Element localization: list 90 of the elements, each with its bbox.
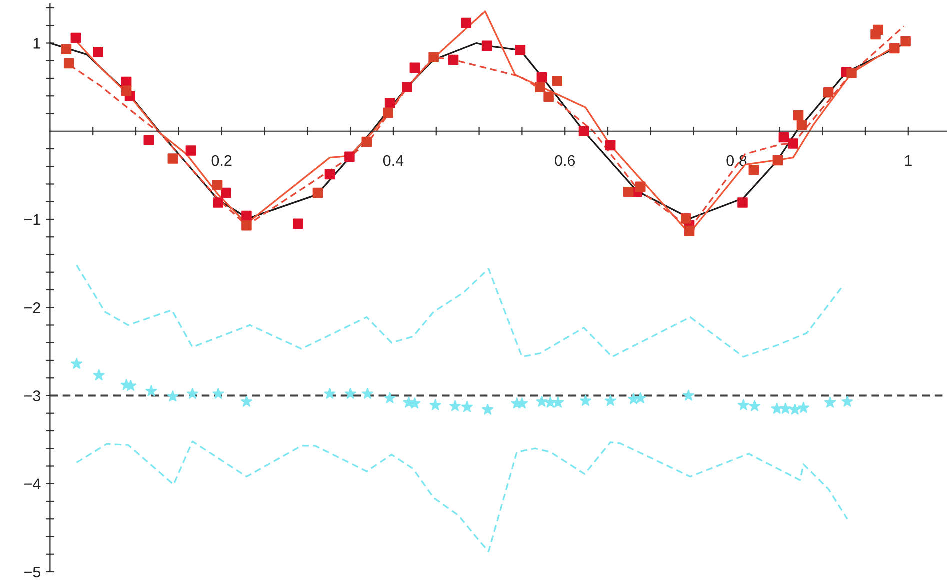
line-series xyxy=(76,440,848,553)
point xyxy=(168,154,178,164)
point xyxy=(144,135,154,146)
point xyxy=(552,396,564,408)
point xyxy=(428,52,439,62)
point xyxy=(93,46,104,58)
point xyxy=(824,396,836,408)
y-tick-label: −4 xyxy=(24,478,41,490)
point xyxy=(450,400,461,412)
y-tick-label: −3 xyxy=(24,390,40,402)
y-tick-label: 1 xyxy=(34,38,40,49)
point xyxy=(890,43,900,54)
point xyxy=(402,82,412,92)
point xyxy=(749,400,761,412)
point xyxy=(384,98,396,108)
point xyxy=(462,401,474,412)
point xyxy=(186,388,198,399)
point xyxy=(242,210,252,222)
point xyxy=(186,146,196,156)
point xyxy=(362,388,374,399)
point xyxy=(788,138,799,149)
point xyxy=(552,76,563,86)
point xyxy=(70,32,82,44)
point xyxy=(900,36,911,47)
point xyxy=(796,120,808,130)
point xyxy=(146,385,158,396)
point xyxy=(634,392,646,404)
point xyxy=(212,180,223,190)
point xyxy=(515,45,526,56)
point xyxy=(578,126,590,136)
point xyxy=(623,187,634,198)
point xyxy=(448,54,459,66)
y-tick-label: −1 xyxy=(24,214,40,226)
point xyxy=(64,58,74,69)
point xyxy=(384,392,396,404)
x-tick-label: 0.2 xyxy=(212,155,232,166)
point xyxy=(324,169,336,180)
point xyxy=(312,188,324,198)
point xyxy=(240,396,252,407)
point xyxy=(846,68,857,78)
point xyxy=(842,396,854,407)
point xyxy=(71,358,83,369)
point xyxy=(482,40,492,52)
point xyxy=(430,399,442,410)
point xyxy=(293,218,304,230)
point xyxy=(344,152,355,162)
point xyxy=(680,213,692,224)
point xyxy=(823,87,834,98)
point xyxy=(344,388,356,399)
point xyxy=(61,44,72,55)
point xyxy=(213,198,224,208)
point xyxy=(682,390,694,401)
point xyxy=(220,188,232,198)
point xyxy=(798,402,810,414)
point xyxy=(748,165,760,176)
point xyxy=(684,226,695,236)
point xyxy=(778,132,790,143)
point xyxy=(605,140,616,151)
point xyxy=(873,24,884,36)
point xyxy=(121,86,132,96)
point xyxy=(636,182,646,192)
point xyxy=(324,388,336,399)
point xyxy=(212,388,224,399)
point xyxy=(789,404,801,415)
line-series xyxy=(76,264,845,358)
point xyxy=(738,399,750,410)
point xyxy=(410,62,420,74)
point xyxy=(580,395,592,406)
x-tick-label: 1 xyxy=(905,156,912,166)
point xyxy=(780,402,792,414)
point xyxy=(383,108,394,118)
x-tick-label: 0.4 xyxy=(383,155,404,166)
point xyxy=(535,82,546,92)
point xyxy=(772,155,784,166)
point xyxy=(544,92,554,102)
point xyxy=(482,404,494,415)
point xyxy=(771,402,783,414)
point xyxy=(738,198,748,208)
y-tick-label: −2 xyxy=(24,302,40,314)
y-tick-label: −5 xyxy=(24,567,41,578)
point xyxy=(242,220,252,231)
point xyxy=(461,18,472,28)
point xyxy=(362,136,372,148)
point xyxy=(604,395,616,406)
point xyxy=(536,72,548,83)
point xyxy=(793,110,804,121)
x-tick-label: 0.6 xyxy=(555,155,576,166)
point xyxy=(167,390,179,402)
point xyxy=(536,396,548,407)
point xyxy=(93,369,105,380)
